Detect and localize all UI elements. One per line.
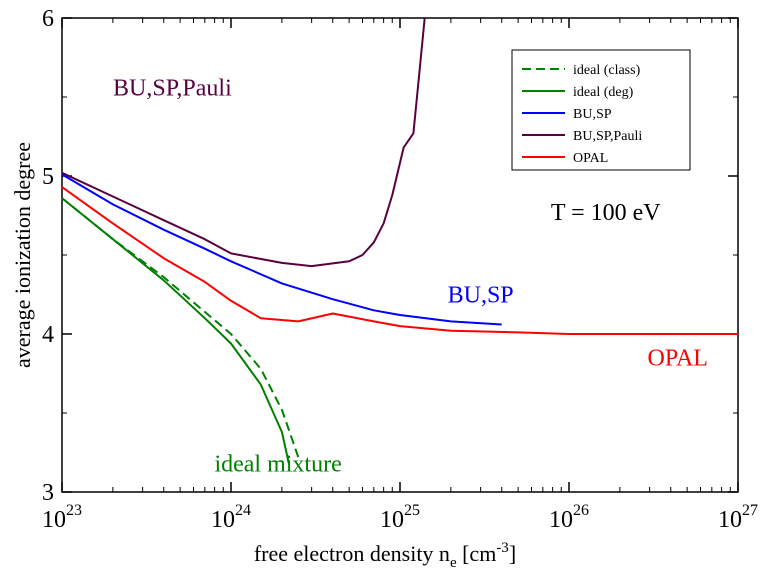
legend-items: ideal (class) ideal (deg) BU,SP BU,SP,Pauli… bbox=[522, 63, 642, 166]
x-tick-label-exponent: 24 bbox=[235, 502, 251, 519]
annotation-opal: OPAL bbox=[648, 346, 708, 372]
legend-label-ideal-deg: ideal (deg) bbox=[573, 85, 634, 100]
annotation-layer: BU,SP,Pauli T = 100 eV BU,SP OPAL ideal mixt… bbox=[113, 75, 708, 477]
x-tick-label-exponent: 23 bbox=[66, 502, 82, 519]
y-axis-ticks: 3 4 5 6 bbox=[42, 6, 738, 506]
x-tick-label: 1025 bbox=[380, 502, 420, 533]
annotation-t-100-ev: T = 100 eV bbox=[551, 200, 661, 226]
x-tick-label-base: 10 bbox=[380, 507, 404, 533]
series-line-opal bbox=[61, 186, 738, 335]
legend-label-bu-sp: BU,SP bbox=[573, 107, 612, 122]
y-tick-label: 4 bbox=[42, 322, 54, 348]
x-tick-label-exponent: 25 bbox=[404, 502, 420, 519]
annotation-ideal-mixture: ideal mixture bbox=[214, 451, 341, 477]
x-axis-label-main: free electron density n bbox=[254, 541, 450, 566]
legend-label-ideal-class: ideal (class) bbox=[573, 63, 641, 78]
series-layer bbox=[61, 17, 738, 464]
x-axis-ticks: 1023 1024 1025 1026 1027 bbox=[42, 18, 758, 533]
legend-label-opal: OPAL bbox=[573, 151, 608, 166]
x-axis-label-unit-exponent: -3 bbox=[496, 540, 509, 556]
series-line-bu-sp bbox=[61, 173, 502, 326]
x-tick-label-base: 10 bbox=[549, 507, 573, 533]
y-tick-label: 5 bbox=[42, 164, 54, 190]
x-tick-label-base: 10 bbox=[211, 507, 235, 533]
x-tick-label: 1027 bbox=[718, 502, 758, 533]
series-line-bu-sp-pauli bbox=[61, 17, 426, 268]
x-axis-label-subscript: e bbox=[450, 555, 457, 571]
y-axis-label: average ionization degree bbox=[10, 142, 35, 368]
y-tick-label: 6 bbox=[42, 6, 54, 32]
y-tick-label: 3 bbox=[42, 480, 54, 506]
x-axis-label-unit-close: ] bbox=[509, 541, 516, 566]
x-tick-label-exponent: 27 bbox=[742, 502, 758, 519]
x-tick-label-base: 10 bbox=[42, 507, 66, 533]
x-tick-label-base: 10 bbox=[718, 507, 742, 533]
x-tick-label: 1023 bbox=[42, 502, 82, 533]
x-tick-label: 1024 bbox=[211, 502, 251, 533]
x-axis-label-unit: [cm bbox=[457, 541, 497, 566]
legend: ideal (class) ideal (deg) BU,SP BU,SP,Pauli… bbox=[511, 49, 691, 171]
x-axis-label: free electron density ne [cm-3] bbox=[254, 540, 516, 571]
x-tick-label-exponent: 26 bbox=[573, 502, 589, 519]
legend-label-bu-sp-pauli: BU,SP,Pauli bbox=[573, 129, 642, 144]
series-line-ideal-deg bbox=[61, 197, 290, 464]
annotation-bu-sp-pauli: BU,SP,Pauli bbox=[113, 75, 232, 101]
annotation-bu-sp: BU,SP bbox=[448, 282, 514, 308]
x-tick-label: 1026 bbox=[549, 502, 589, 533]
